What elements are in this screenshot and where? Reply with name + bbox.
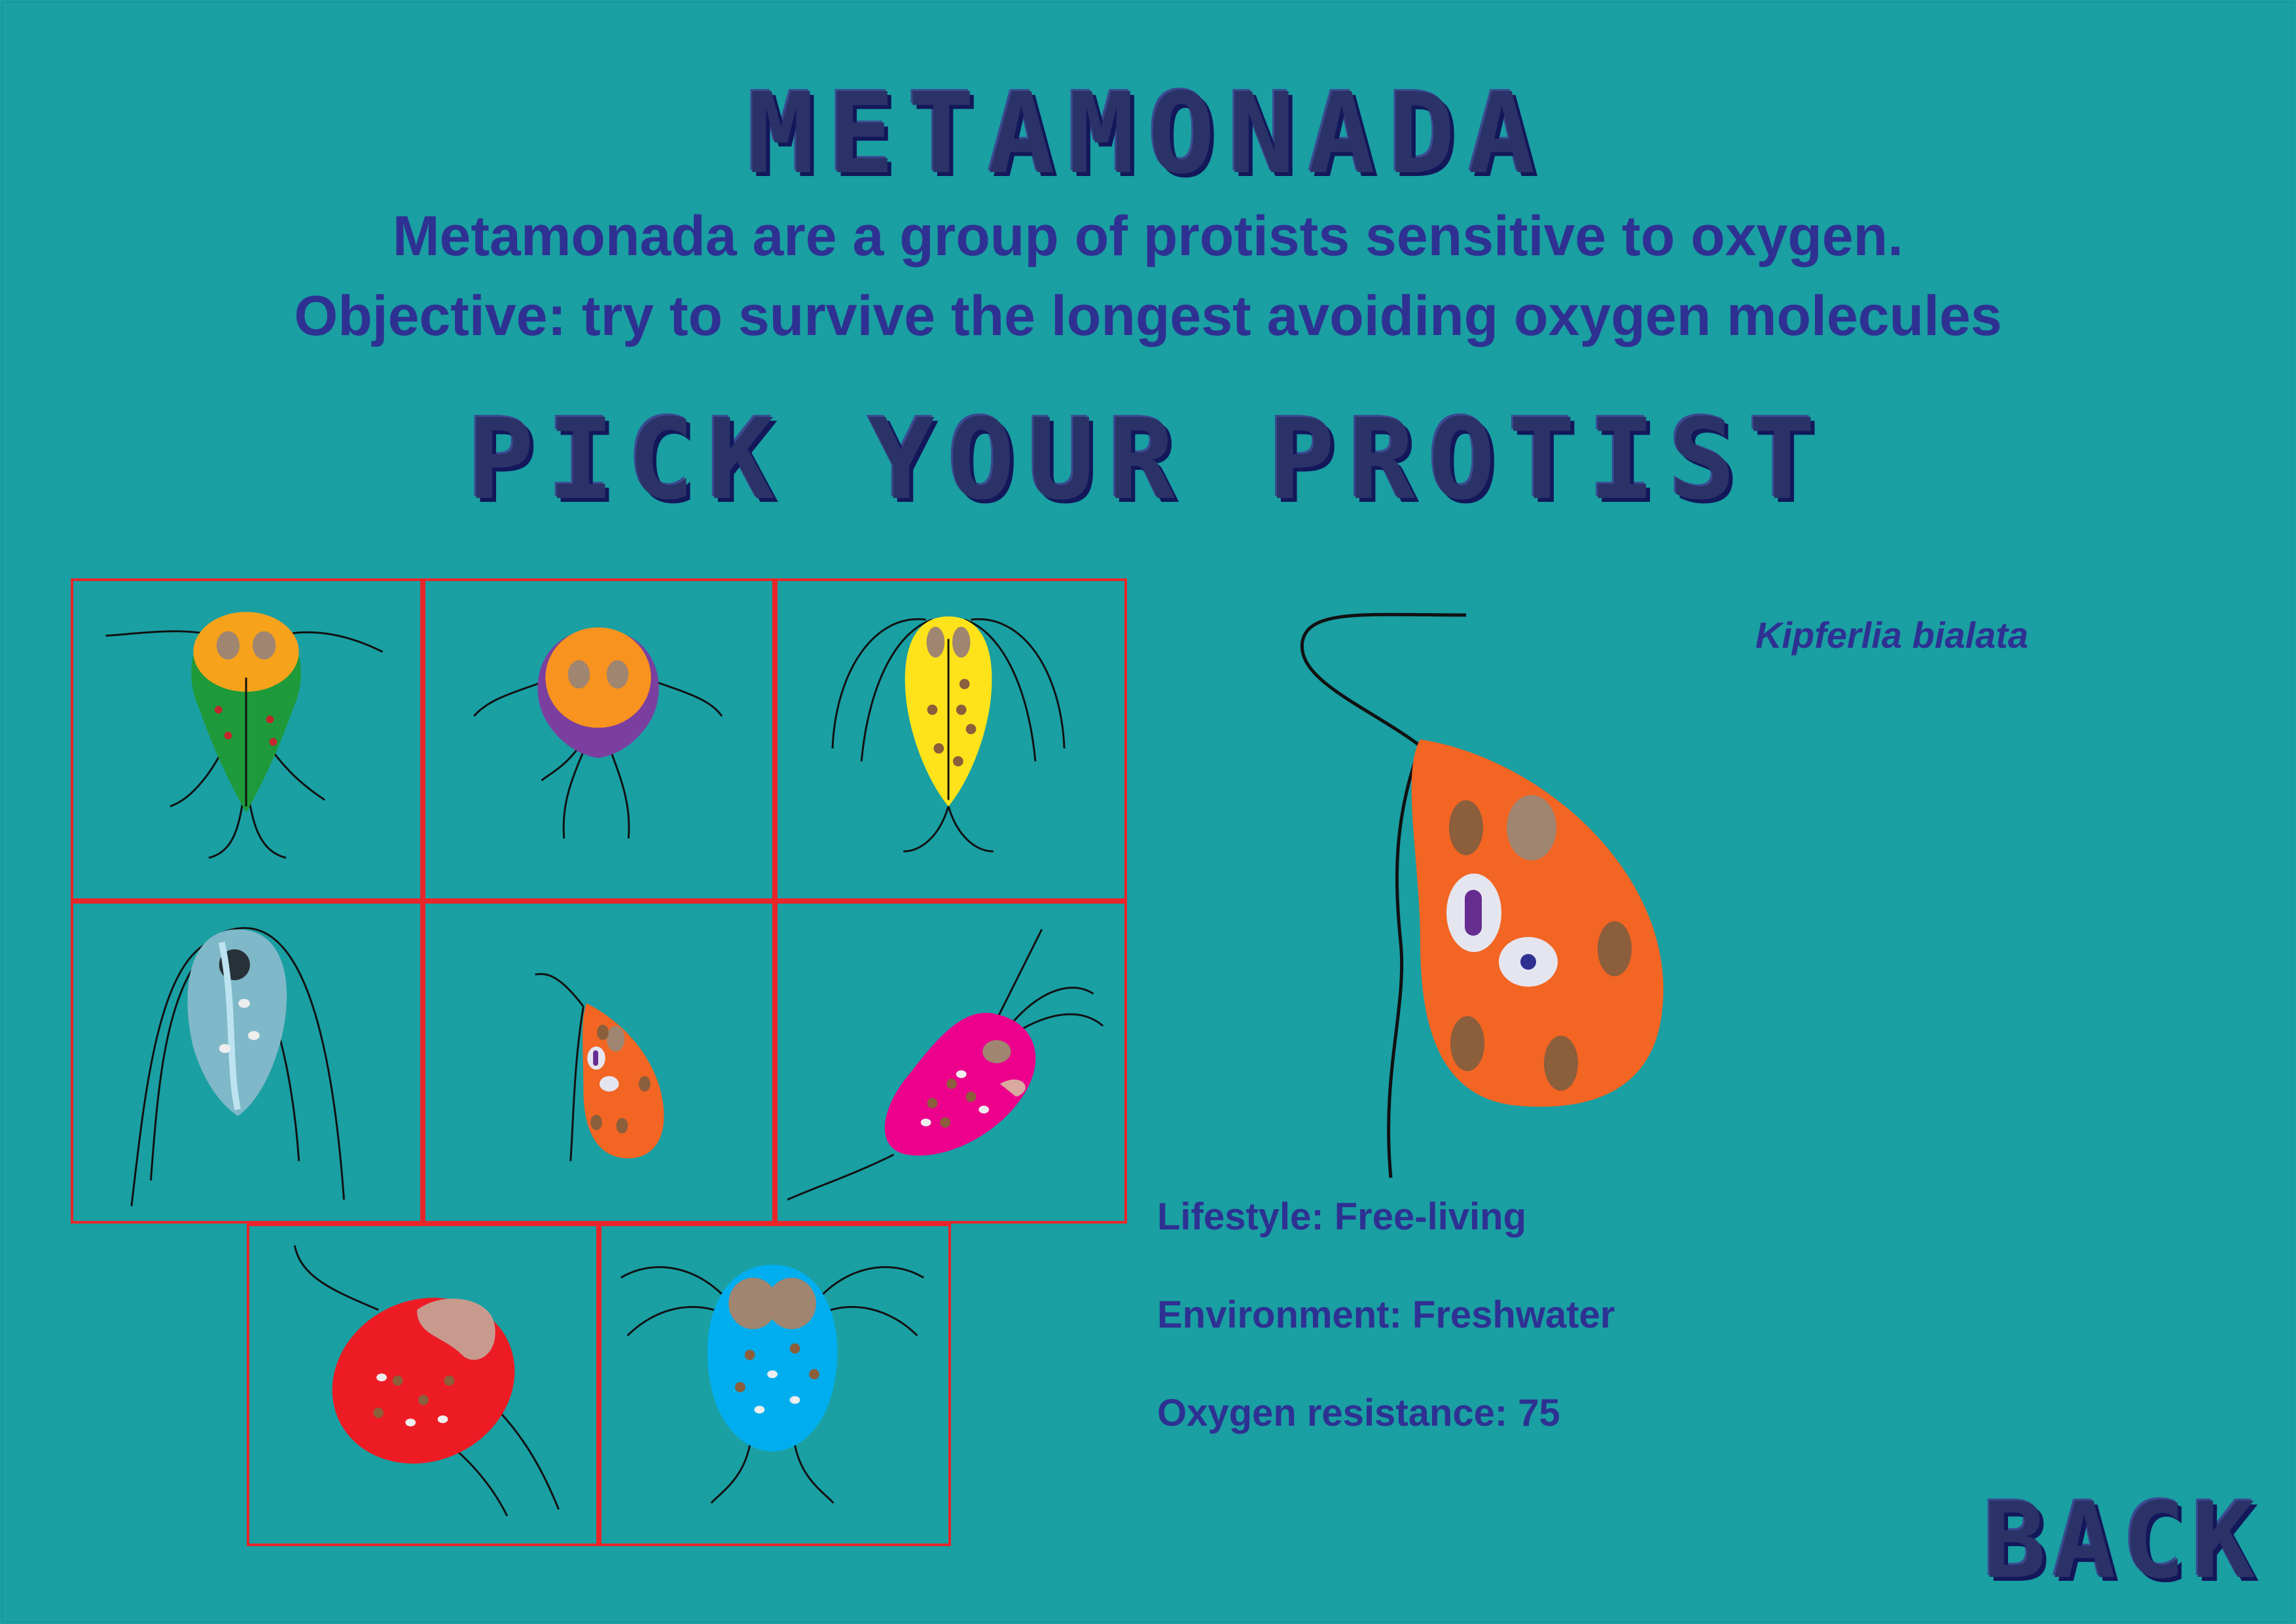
oxygen-resistance-stat: Oxygen resistance: 75 <box>1157 1392 1560 1434</box>
orange-protist-icon <box>535 973 664 1161</box>
game-title: METAMONADA <box>747 69 1549 199</box>
protist-option-4[interactable] <box>71 901 423 1224</box>
description-line-2: Objective: try to survive the longest av… <box>294 285 2002 347</box>
red-protist-icon <box>293 1245 560 1517</box>
magenta-protist-icon <box>787 928 1104 1201</box>
selected-protist-illustration <box>1300 612 1664 1178</box>
pale-blue-protist-icon <box>130 927 346 1207</box>
selected-species-name: Kipferlia bialata <box>1755 614 2029 656</box>
protist-option-8[interactable] <box>599 1224 951 1546</box>
pick-your-protist-title: PICK YOUR PROTIST <box>467 395 1829 525</box>
back-button[interactable]: BACK <box>1983 1479 2262 1602</box>
description-line-1: Metamonada are a group of protists sensi… <box>392 205 1904 268</box>
environment-stat: Environment: Freshwater <box>1157 1294 1615 1336</box>
lifestyle-stat: Lifestyle: Free-living <box>1157 1195 1527 1238</box>
purple-protist-icon <box>473 627 723 839</box>
protist-option-1[interactable] <box>71 578 423 901</box>
blue-protist-icon <box>620 1265 925 1504</box>
protist-option-2[interactable] <box>423 578 775 901</box>
green-protist-icon <box>105 612 384 859</box>
yellow-protist-icon <box>831 616 1066 853</box>
protist-option-5[interactable] <box>423 901 775 1224</box>
protist-option-3[interactable] <box>775 578 1127 901</box>
protist-option-7[interactable] <box>247 1224 599 1546</box>
protist-option-6[interactable] <box>775 901 1127 1224</box>
